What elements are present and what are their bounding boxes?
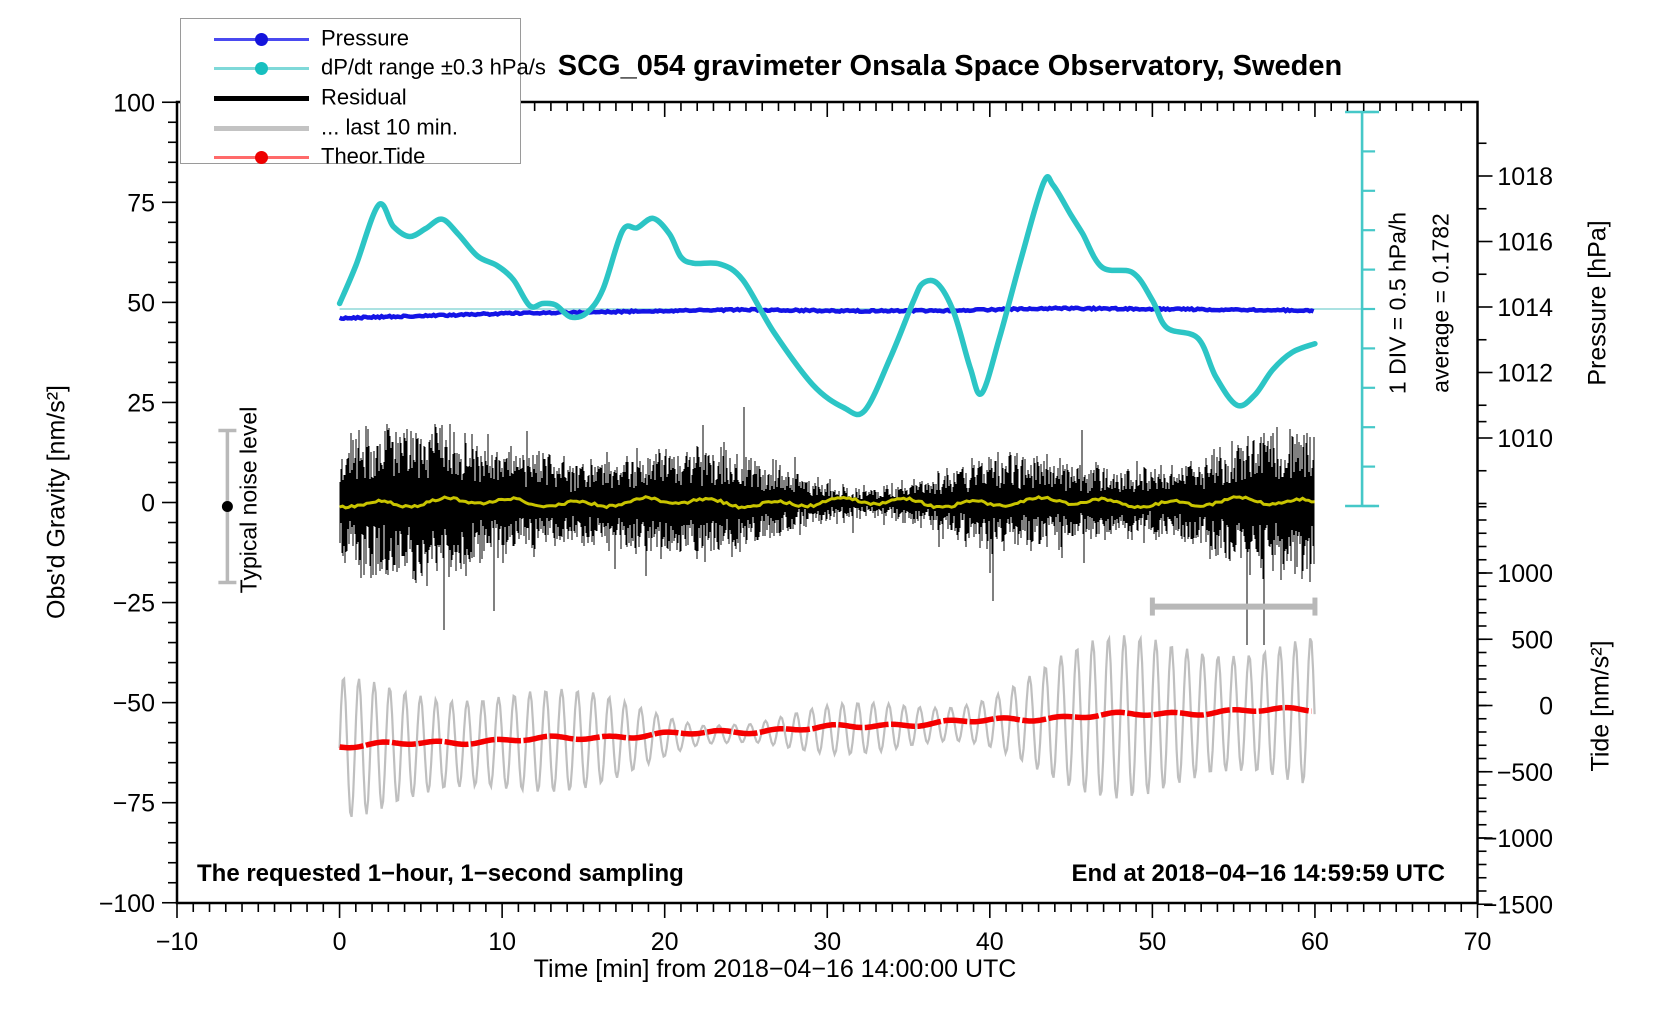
x-axis-title: Time [min] from 2018−04−16 14:00:00 UTC: [533, 955, 1017, 983]
svg-text:−50: −50: [113, 690, 155, 718]
legend-item-dpdt: dP/dt range ±0.3 hPa/s: [181, 54, 546, 80]
residual-mean-line: [339, 495, 1315, 510]
x-axis-ticks: −10 0 10 20 30 40 50 60 70: [156, 102, 1492, 956]
svg-text:0: 0: [141, 490, 155, 518]
svg-text:−1500: −1500: [1483, 891, 1553, 919]
svg-text:10: 10: [488, 928, 516, 956]
svg-text:1018: 1018: [1497, 163, 1553, 191]
svg-text:30: 30: [813, 928, 841, 956]
pressure-axis-ticks: 1018 1016 1014 1012 1010: [1477, 142, 1553, 505]
svg-text:75: 75: [127, 189, 155, 217]
legend-item-pressure: Pressure: [181, 25, 520, 51]
svg-text:40: 40: [976, 928, 1004, 956]
svg-text:−100: −100: [99, 890, 155, 918]
svg-text:60: 60: [1301, 928, 1329, 956]
last10-wave-series: [338, 634, 1316, 818]
svg-text:1010: 1010: [1497, 425, 1553, 453]
gravity-axis-ticks: 100 75 50 25 0 −25 −50 −75 −100: [99, 89, 177, 918]
legend-item-tide: Theor.Tide: [181, 143, 520, 169]
sampling-note: The requested 1−hour, 1−second sampling: [197, 860, 684, 887]
svg-text:100: 100: [113, 89, 155, 117]
dpdt-average-note: average = 0.1782: [1427, 213, 1454, 393]
legend-item-residual: Residual: [181, 84, 520, 110]
svg-text:−1000: −1000: [1483, 825, 1553, 853]
legend-label-residual: Residual: [321, 84, 407, 110]
svg-text:1014: 1014: [1497, 294, 1553, 322]
pressure-axis-title: Pressure [hPa]: [1583, 220, 1612, 386]
gravity-axis-title: Obs'd Gravity [nm/s²]: [42, 385, 71, 619]
pressure-series: [338, 304, 1315, 321]
svg-text:20: 20: [651, 928, 679, 956]
legend-item-last10: ... last 10 min.: [181, 114, 520, 140]
svg-text:−500: −500: [1497, 759, 1553, 787]
tide-axis-title: Tide [nm/s²]: [1586, 640, 1615, 772]
tide-axis-ticks: 1000 500 0 −500 −1000 −1500: [1477, 505, 1553, 919]
svg-text:50: 50: [127, 289, 155, 317]
end-time-note: End at 2018−04−16 14:59:59 UTC: [1071, 860, 1445, 887]
dpdt-div-note: 1 DIV = 0.5 hPa/h: [1384, 211, 1411, 395]
legend: Pressure dP/dt range ±0.3 hPa/s Residual…: [180, 18, 546, 168]
dpdt-series: [336, 173, 1318, 418]
svg-text:500: 500: [1511, 626, 1553, 654]
svg-text:−75: −75: [113, 790, 155, 818]
noise-level-label: Typical noise level: [235, 406, 262, 594]
svg-text:1000: 1000: [1497, 560, 1553, 588]
legend-label-tide: Theor.Tide: [321, 143, 426, 169]
svg-text:1012: 1012: [1497, 360, 1553, 388]
svg-text:0: 0: [1539, 693, 1553, 721]
last10-marker-bar: [1149, 597, 1318, 616]
svg-text:−10: −10: [156, 928, 198, 956]
svg-text:25: 25: [127, 389, 155, 417]
noise-errorbar: [218, 428, 237, 585]
svg-text:70: 70: [1464, 928, 1492, 956]
theor-tide-series: [339, 704, 1312, 751]
svg-text:0: 0: [333, 928, 347, 956]
legend-label-pressure: Pressure: [321, 25, 410, 51]
svg-text:1016: 1016: [1497, 229, 1553, 257]
legend-label-dpdt: dP/dt range ±0.3 hPa/s: [321, 54, 546, 80]
svg-text:50: 50: [1138, 928, 1166, 956]
svg-text:−25: −25: [113, 590, 155, 618]
legend-label-last10: ... last 10 min.: [321, 114, 458, 140]
plot-title: SCG_054 gravimeter Onsala Space Observat…: [557, 50, 1343, 82]
